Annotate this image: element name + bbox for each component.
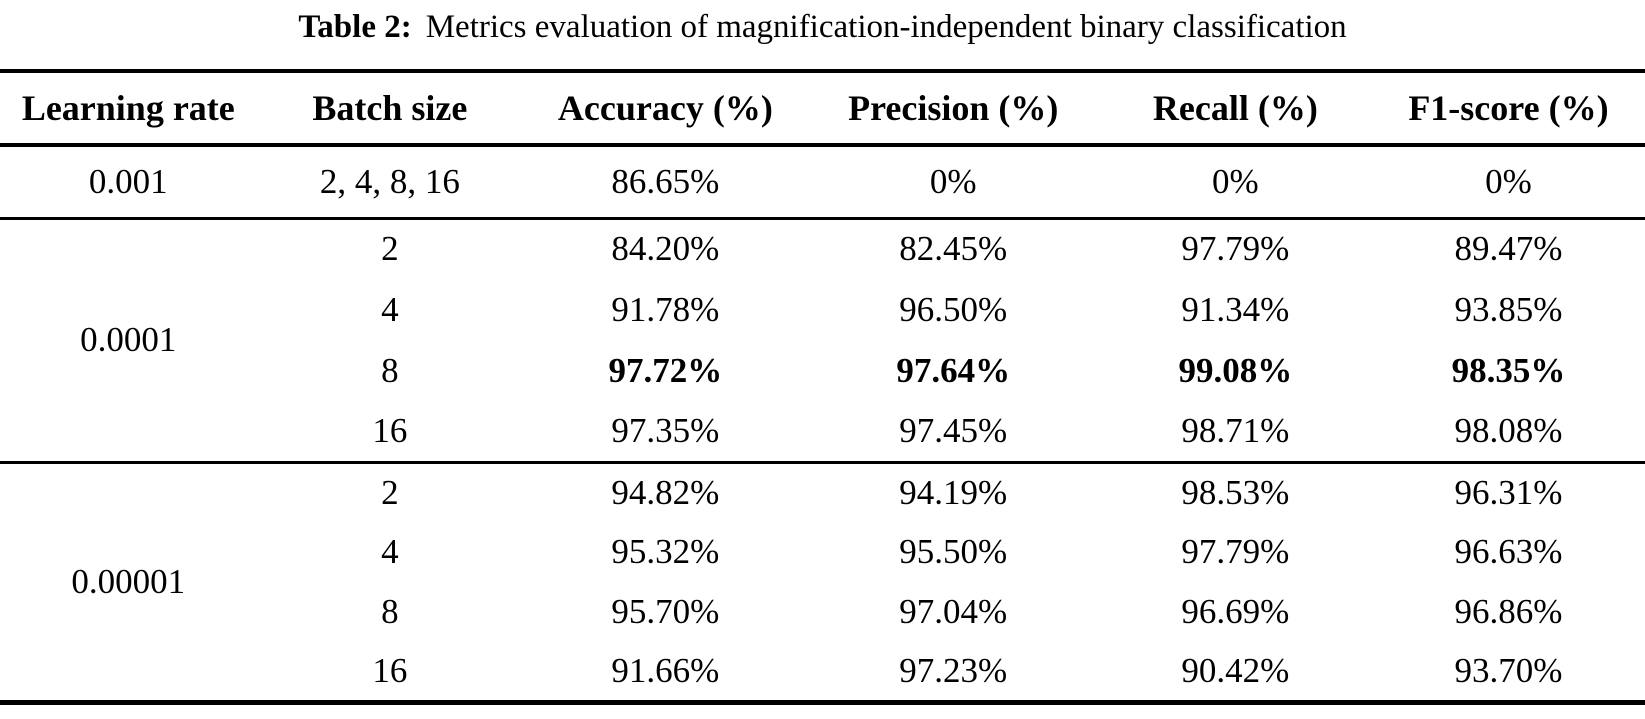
cell-f1-score: 96.86% bbox=[1454, 592, 1563, 631]
cell-accuracy: 84.20% bbox=[611, 229, 720, 269]
cell-precision: 0% bbox=[929, 161, 977, 201]
cell-f1-score: 89.47% bbox=[1454, 229, 1563, 269]
header-precision: Precision (%) bbox=[848, 88, 1059, 128]
table-row: 16 91.66% 97.23% 90.42% 93.70% bbox=[0, 642, 1645, 702]
cell-accuracy: 86.65% bbox=[611, 161, 720, 201]
cell-f1-score: 93.70% bbox=[1454, 650, 1563, 690]
metrics-table: Learning rate Batch size Accuracy (%) Pr… bbox=[0, 69, 1645, 705]
cell-precision: 96.50% bbox=[899, 289, 1008, 329]
table-caption-text: Metrics evaluation of magnification-inde… bbox=[425, 9, 1347, 45]
cell-batch-size: 8 bbox=[381, 592, 399, 631]
cell-batch-size: 16 bbox=[372, 410, 408, 450]
cell-batch-size: 8 bbox=[381, 350, 399, 390]
cell-precision: 95.50% bbox=[899, 532, 1008, 571]
cell-accuracy: 91.66% bbox=[611, 650, 720, 690]
cell-recall: 97.79% bbox=[1181, 532, 1290, 571]
cell-accuracy: 95.32% bbox=[611, 532, 720, 571]
cell-f1-score: 93.85% bbox=[1454, 289, 1563, 329]
cell-precision: 97.04% bbox=[899, 592, 1008, 631]
header-accuracy: Accuracy (%) bbox=[557, 88, 773, 128]
cell-precision: 97.64% bbox=[896, 350, 1011, 390]
cell-precision: 82.45% bbox=[899, 229, 1008, 269]
cell-batch-size: 2 bbox=[381, 472, 399, 512]
group-lr-000001: 0.00001 2 94.82% 94.19% 98.53% 96.31% 4 … bbox=[0, 462, 1645, 702]
cell-recall: 98.53% bbox=[1181, 472, 1290, 512]
table-row: 8 95.70% 97.04% 96.69% 96.86% bbox=[0, 582, 1645, 642]
cell-batch-size: 2 bbox=[381, 229, 399, 269]
group-lr-0001: 0.001 2, 4, 8, 16 86.65% 0% 0% 0% bbox=[0, 145, 1645, 218]
cell-accuracy: 94.82% bbox=[611, 472, 720, 512]
cell-batch-size: 4 bbox=[381, 532, 399, 571]
cell-recall: 90.42% bbox=[1181, 650, 1290, 690]
header-f1-score: F1-score (%) bbox=[1408, 88, 1609, 128]
cell-precision: 94.19% bbox=[899, 472, 1008, 512]
cell-f1-score: 96.31% bbox=[1454, 472, 1563, 512]
cell-accuracy: 97.72% bbox=[608, 350, 723, 390]
table-row-best: 8 97.72% 97.64% 99.08% 98.35% bbox=[0, 340, 1645, 401]
table-row: 0.001 2, 4, 8, 16 86.65% 0% 0% 0% bbox=[0, 145, 1645, 218]
cell-precision: 97.23% bbox=[899, 650, 1008, 690]
table-row: 4 91.78% 96.50% 91.34% 93.85% bbox=[0, 279, 1645, 340]
cell-f1-score: 96.63% bbox=[1454, 532, 1563, 571]
cell-learning-rate: 0.001 bbox=[88, 161, 168, 201]
group-lr-00001: 0.0001 2 84.20% 82.45% 97.79% 89.47% 4 9… bbox=[0, 218, 1645, 462]
cell-recall: 91.34% bbox=[1181, 289, 1290, 329]
cell-precision: 97.45% bbox=[899, 410, 1008, 450]
header-batch-size: Batch size bbox=[312, 88, 468, 128]
table-caption: Table 2: Metrics evaluation of magnifica… bbox=[0, 0, 1645, 69]
cell-accuracy: 91.78% bbox=[611, 289, 720, 329]
header-learning-rate: Learning rate bbox=[21, 88, 235, 128]
cell-recall: 0% bbox=[1212, 161, 1259, 201]
table-caption-label: Table 2: bbox=[298, 9, 412, 45]
cell-batch-size: 4 bbox=[381, 289, 399, 329]
cell-recall: 96.69% bbox=[1181, 592, 1290, 631]
cell-recall: 98.71% bbox=[1181, 410, 1290, 450]
cell-batch-size: 16 bbox=[372, 650, 408, 690]
table-row: 0.0001 2 84.20% 82.45% 97.79% 89.47% bbox=[0, 218, 1645, 359]
cell-recall: 99.08% bbox=[1178, 350, 1293, 390]
table-header-row: Learning rate Batch size Accuracy (%) Pr… bbox=[0, 71, 1645, 145]
cell-accuracy: 97.35% bbox=[611, 410, 720, 450]
table-row: 4 95.32% 95.50% 97.79% 96.63% bbox=[0, 522, 1645, 582]
cell-learning-rate: 0.0001 bbox=[80, 320, 177, 359]
table-row: 16 97.35% 97.45% 98.71% 98.08% bbox=[0, 401, 1645, 462]
table-row: 0.00001 2 94.82% 94.19% 98.53% 96.31% bbox=[0, 462, 1645, 601]
cell-f1-score: 0% bbox=[1485, 161, 1532, 201]
header-recall: Recall (%) bbox=[1152, 88, 1318, 128]
cell-accuracy: 95.70% bbox=[611, 592, 720, 631]
cell-recall: 97.79% bbox=[1181, 229, 1290, 269]
cell-learning-rate: 0.00001 bbox=[71, 561, 186, 601]
cell-batch-size: 2, 4, 8, 16 bbox=[319, 161, 460, 201]
cell-f1-score: 98.08% bbox=[1454, 410, 1563, 450]
cell-f1-score: 98.35% bbox=[1451, 350, 1566, 390]
